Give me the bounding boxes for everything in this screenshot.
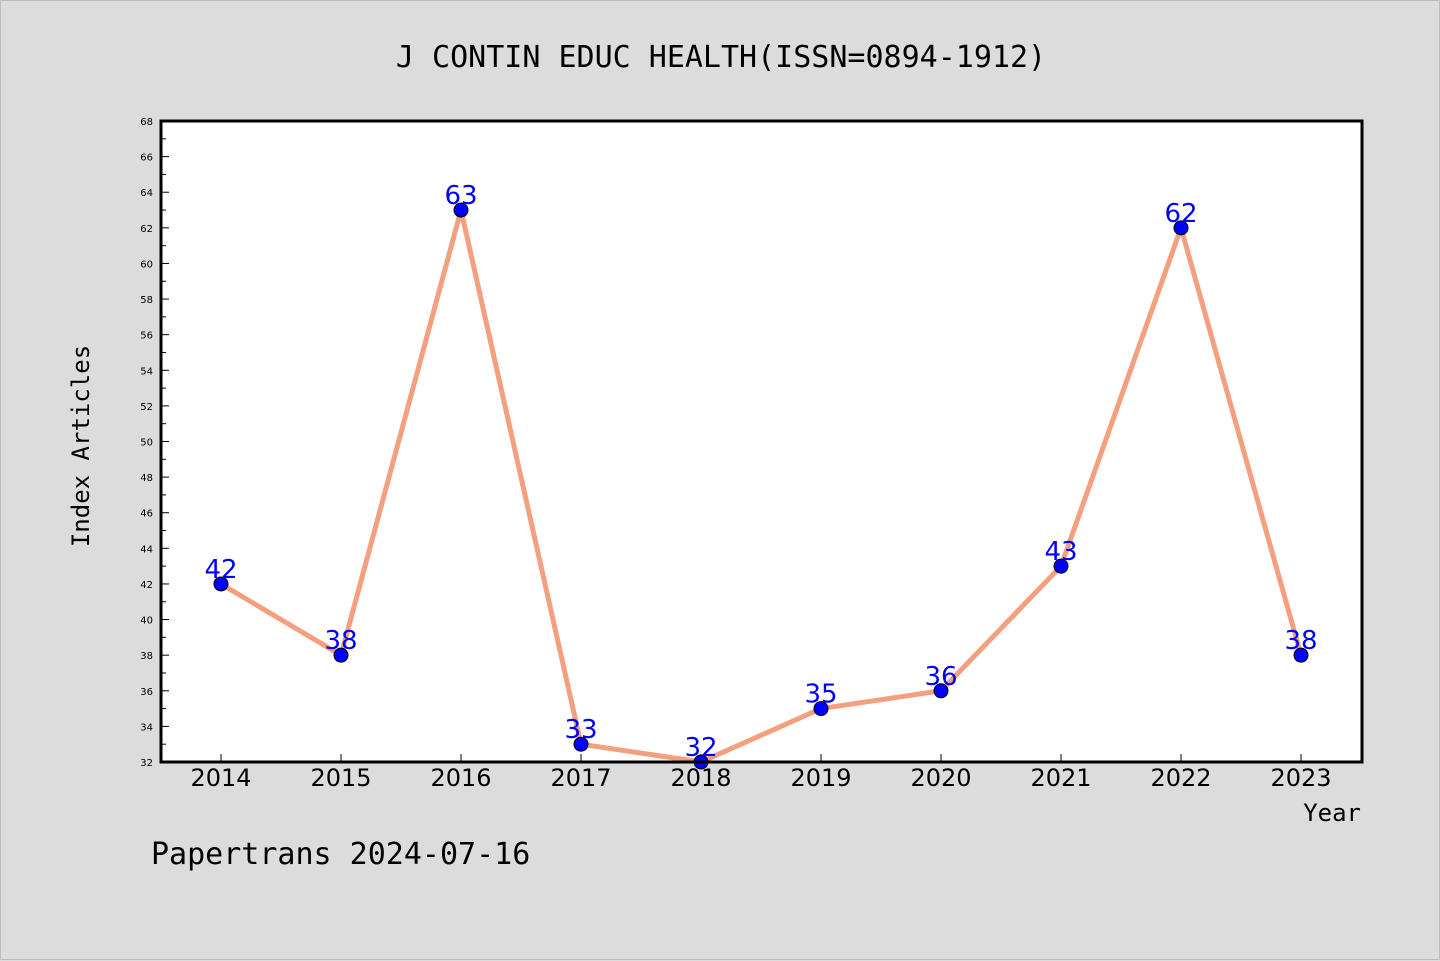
- data-label: 38: [1284, 626, 1317, 656]
- x-tick-label: 2014: [190, 764, 251, 792]
- data-point: [213, 576, 229, 592]
- y-tick-label: 36: [140, 687, 153, 698]
- data-label: 42: [204, 555, 237, 585]
- data-point: [1053, 558, 1069, 574]
- data-point: [333, 647, 349, 663]
- data-point: [933, 683, 949, 699]
- x-tick-label: 2023: [1270, 764, 1331, 792]
- x-tick-label: 2020: [910, 764, 971, 792]
- y-tick-label: 66: [140, 153, 153, 164]
- data-label: 43: [1044, 537, 1077, 567]
- y-tick-label: 58: [140, 295, 153, 306]
- y-tick-label: 60: [140, 259, 153, 270]
- x-axis-ticks: 2014 2015 2016 2017 2018 2019 2020 2021 2022 2023: [190, 754, 1332, 792]
- y-tick-label: 44: [140, 544, 153, 555]
- y-tick-label: 40: [140, 616, 153, 627]
- data-point: [573, 736, 589, 752]
- y-tick-label: 34: [140, 722, 153, 733]
- y-tick-label: 56: [140, 331, 153, 342]
- y-tick-label: 62: [140, 224, 153, 235]
- y-tick-label: 50: [140, 438, 153, 449]
- data-label: 32: [684, 733, 717, 763]
- x-tick-label: 2021: [1030, 764, 1091, 792]
- data-markers: [213, 202, 1309, 770]
- footer-credit: Papertrans 2024-07-16: [151, 837, 530, 872]
- data-labels: 42 38 63 33 32 35 36 43 62 38: [204, 181, 1317, 763]
- x-tick-label: 2017: [550, 764, 611, 792]
- data-point: [813, 701, 829, 717]
- y-tick-label: 46: [140, 509, 153, 520]
- data-label: 63: [444, 181, 477, 211]
- data-point: [1173, 220, 1189, 236]
- series-line: [219, 207, 1304, 765]
- y-tick-label: 64: [140, 188, 153, 199]
- data-label: 38: [324, 626, 357, 656]
- data-label: 62: [1164, 199, 1197, 229]
- y-tick-label: 48: [140, 473, 153, 484]
- plot-frame: [159, 119, 1364, 764]
- y-tick-label: 52: [140, 402, 153, 413]
- data-point: [1293, 647, 1309, 663]
- y-tick-label: 68: [140, 117, 153, 128]
- x-tick-label: 2022: [1150, 764, 1211, 792]
- x-tick-label: 2016: [430, 764, 491, 792]
- data-label: 36: [924, 662, 957, 692]
- y-tick-label: 38: [140, 651, 153, 662]
- y-axis-label: Index Articles: [67, 345, 95, 547]
- x-axis-label: Year: [1303, 799, 1361, 827]
- data-label: 35: [804, 680, 837, 710]
- data-label: 33: [564, 715, 597, 745]
- chart-title: J CONTIN EDUC HEALTH(ISSN=0894-1912): [396, 40, 1046, 75]
- x-tick-label: 2019: [790, 764, 851, 792]
- plot-area: [161, 121, 1362, 762]
- y-tick-label: 54: [140, 366, 153, 377]
- y-tick-label: 32: [140, 758, 153, 769]
- y-tick-label: 42: [140, 580, 153, 591]
- data-point: [453, 202, 469, 218]
- x-tick-label: 2015: [310, 764, 371, 792]
